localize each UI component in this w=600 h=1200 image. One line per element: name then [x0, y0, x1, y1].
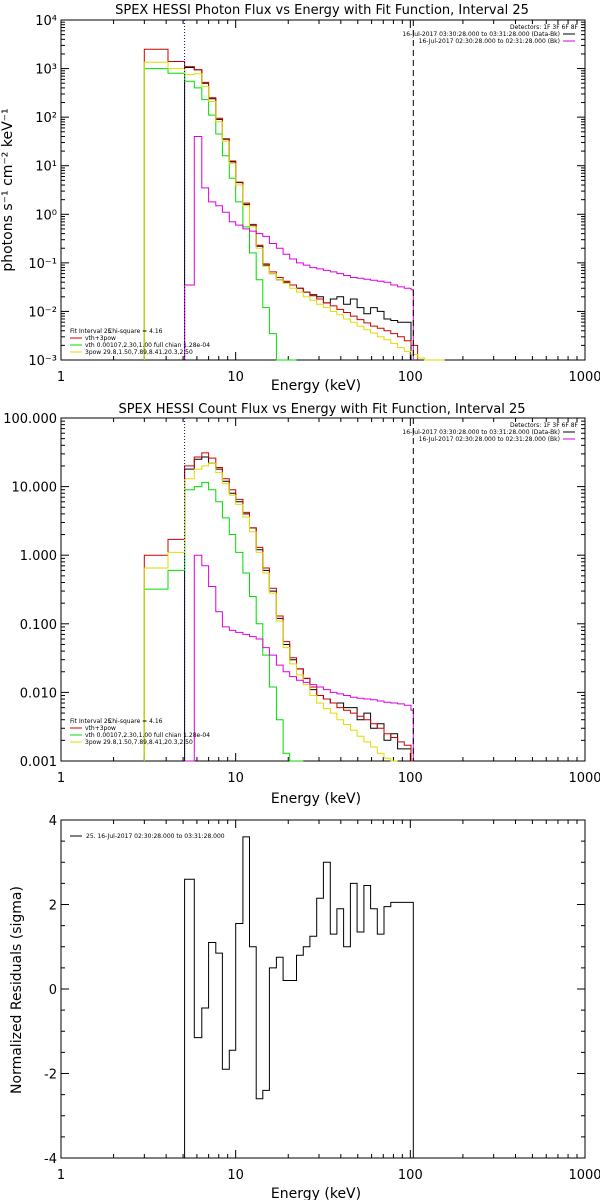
residuals-y-tick-label: -4 — [44, 1152, 57, 1167]
photon-flux-y-tick-label: 10⁴ — [35, 14, 57, 29]
residuals-series-residuals — [184, 836, 414, 1158]
count-flux-y-tick-label: 0.100 — [20, 618, 57, 633]
residuals-y-axis-label: Normalized Residuals (sigma) — [9, 886, 25, 1094]
photon-flux-title: SPEX HESSI Photon Flux vs Energy with Fi… — [115, 3, 529, 18]
residuals-y-tick-label: -2 — [44, 1068, 57, 1083]
residuals-y-tick-label: 0 — [49, 983, 57, 998]
photon-flux-y-tick-label: 10⁻² — [28, 305, 57, 320]
count-flux-series-3pow — [143, 462, 398, 762]
count-flux-info-line-3: 16-Jul-2017 02:30:28.000 to 02:31:28.000… — [419, 436, 560, 443]
residuals-y-tick-label: 4 — [49, 814, 57, 829]
photon-flux-y-axis-label: photons s⁻¹ cm⁻² keV⁻¹ — [0, 108, 16, 271]
photon-flux-info-line-3: 16-Jul-2017 02:30:28.000 to 02:31:28.000… — [419, 38, 560, 45]
count-flux-x-tick-label: 1000 — [568, 771, 600, 786]
residuals-x-tick-label: 10 — [227, 1168, 244, 1183]
count-flux-title: SPEX HESSI Count Flux vs Energy with Fit… — [118, 402, 525, 417]
count-flux-series-data-bk — [184, 456, 414, 762]
photon-flux-series-3pow — [143, 61, 445, 361]
count-flux-legend-header-chi: Chi-square = 4.16 — [108, 718, 163, 725]
count-flux-plot-area — [60, 417, 586, 762]
photon-flux-series-bk — [184, 136, 414, 360]
residuals-y-tick-label: 2 — [49, 899, 57, 914]
photon-flux-legend-item-1: vth+3pow — [85, 335, 116, 342]
photon-flux-info-line-1: Detectors: 1F 3F 6F 8F — [510, 24, 579, 31]
photon-flux-series-vth-3pow — [143, 48, 419, 360]
count-flux-x-tick-label: 10 — [227, 771, 244, 786]
photon-flux-x-tick-label: 1 — [57, 370, 65, 385]
photon-flux-y-tick-label: 10⁻³ — [28, 354, 57, 369]
count-flux-y-tick-label: 1.000 — [20, 549, 57, 564]
residuals-x-tick-label: 100 — [398, 1168, 423, 1183]
count-flux-y-tick-label: 100.000 — [3, 412, 57, 427]
photon-flux-info-line-2: 16-Jul-2017 03:30:28.000 to 03:31:28.000… — [402, 31, 560, 38]
count-flux-series-vth-3pow — [143, 452, 414, 762]
count-flux-legend-header-fit: Fit Interval 25 — [70, 718, 112, 725]
residuals-legend-item: 25. 16-Jul-2017 02:30:28.000 to 03:31:28… — [86, 833, 225, 840]
photon-flux-x-tick-label: 1000 — [568, 370, 600, 385]
photon-flux-plot-area — [60, 19, 586, 361]
photon-flux-x-tick-label: 100 — [398, 370, 423, 385]
photon-flux-y-tick-label: 10¹ — [35, 160, 57, 175]
count-flux-info-line-2: 16-Jul-2017 03:30:28.000 to 03:31:28.000… — [402, 429, 560, 436]
count-flux-series-bk — [184, 554, 414, 762]
photon-flux-panel: SPEX HESSI Photon Flux vs Energy with Fi… — [0, 3, 600, 394]
count-flux-x-tick-label: 1 — [57, 771, 65, 786]
count-flux-series-vth — [143, 481, 304, 762]
count-flux-legend-item-3: 3pow 29.8,1.50,7.89,8.41,20.3,2.50 — [85, 739, 193, 746]
count-flux-x-tick-label: 100 — [398, 771, 423, 786]
photon-flux-series-vth — [143, 68, 297, 361]
residuals-x-tick-label: 1000 — [568, 1168, 600, 1183]
residuals-x-tick-label: 1 — [57, 1168, 65, 1183]
photon-flux-x-axis-label: Energy (keV) — [271, 378, 361, 394]
count-flux-y-tick-label: 0.001 — [20, 755, 57, 770]
photon-flux-series-data-bk — [184, 67, 414, 361]
count-flux-legend-item-2: vth 0.00107,2.30,1.00 full chian 1.28e-0… — [85, 732, 210, 739]
photon-flux-y-tick-label: 10⁰ — [35, 208, 57, 223]
count-flux-y-tick-label: 10.000 — [12, 481, 58, 496]
photon-flux-legend-item-2: vth 0.00107,2.30,1.00 full chian 1.28e-0… — [85, 342, 210, 349]
photon-flux-y-tick-label: 10² — [35, 111, 57, 126]
photon-flux-legend-item-3: 3pow 29.8,1.50,7.89,8.41,20.3,2.50 — [85, 349, 193, 356]
count-flux-info-line-1: Detectors: 1F 3F 6F 8F — [510, 422, 579, 429]
count-flux-legend-item-1: vth+3pow — [85, 725, 116, 732]
count-flux-x-axis-label: Energy (keV) — [271, 791, 361, 807]
count-flux-panel: SPEX HESSI Count Flux vs Energy with Fit… — [3, 402, 600, 807]
photon-flux-x-tick-label: 10 — [227, 370, 244, 385]
count-flux-y-tick-label: 0.010 — [20, 686, 57, 701]
residuals-panel: 1 10 100 1000 -4 -2 0 2 4 25. 16-Jul-2017 02:30:… — [9, 814, 600, 1200]
photon-flux-y-tick-label: 10³ — [35, 63, 57, 78]
photon-flux-legend-header-chi: Chi-square = 4.16 — [108, 328, 163, 335]
photon-flux-y-tick-label: 10⁻¹ — [28, 257, 57, 272]
residuals-x-axis-label: Energy (keV) — [271, 1186, 361, 1200]
photon-flux-legend-header-fit: Fit Interval 25 — [70, 328, 112, 335]
